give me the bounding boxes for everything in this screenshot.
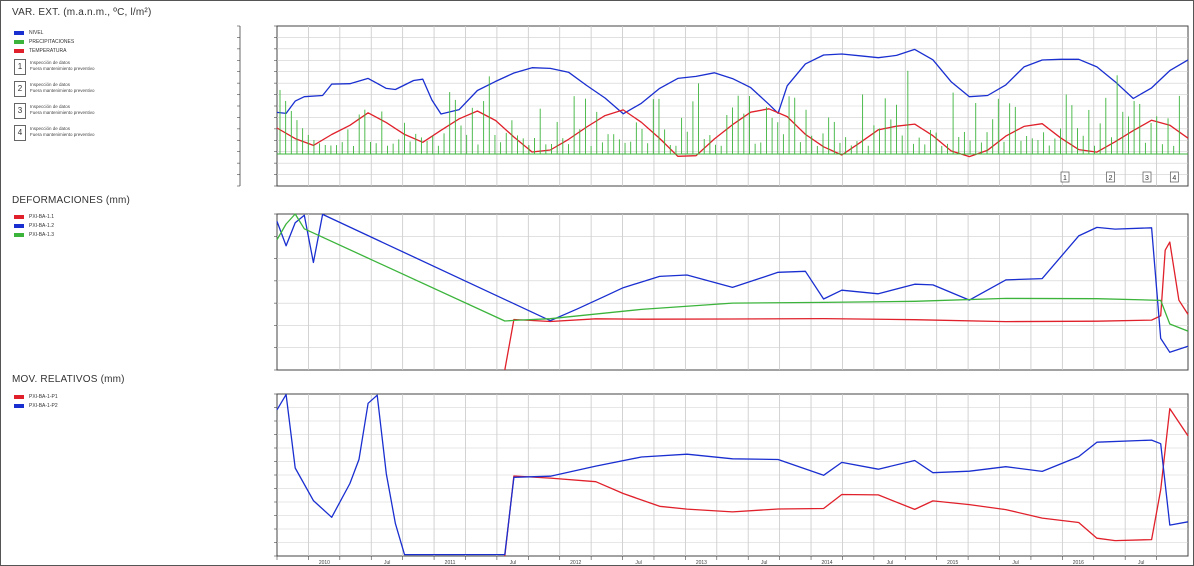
event-marker-label: 2 bbox=[1109, 175, 1113, 182]
section-title-var-ext: VAR. EXT. (m.a.n.m., ºC, l/m²) bbox=[12, 7, 152, 18]
x-tick-label: Jul bbox=[887, 560, 893, 566]
legend-swatch bbox=[14, 232, 24, 237]
legend-note: 2 Inspección de datos Fuera mantenimiento… bbox=[14, 81, 95, 99]
event-marker bbox=[1169, 171, 1179, 183]
event-marker-label: 3 bbox=[1145, 175, 1149, 182]
legend-swatch bbox=[14, 223, 24, 228]
legend-item: PXI-BA-1.3 bbox=[14, 230, 54, 239]
legend-swatch bbox=[14, 394, 24, 399]
legend-swatch bbox=[14, 30, 24, 35]
note-line: Fuera mantenimiento preventivo bbox=[30, 132, 95, 137]
legend-label: PXI-BA-1.3 bbox=[29, 231, 55, 238]
x-tick-label: Jul bbox=[761, 560, 767, 566]
note-line: Inspección de datos bbox=[30, 104, 71, 109]
event-marker bbox=[1060, 171, 1070, 183]
legend-var-ext: NIVEL PRECIPITACIONES TEMPERATURA 1 Insp… bbox=[14, 28, 95, 143]
legend-swatch bbox=[14, 403, 24, 408]
legend-item: PXI-BA-1-P1 bbox=[14, 392, 58, 401]
note-line: Fuera mantenimiento preventivo bbox=[30, 110, 95, 115]
series-line bbox=[276, 48, 1189, 115]
legend-note: 1 Inspección de datos Fuera mantenimiento… bbox=[14, 59, 95, 77]
note-line: Inspección de datos bbox=[30, 126, 71, 131]
legend-label: PXI-BA-1.2 bbox=[29, 222, 55, 229]
legend-swatch bbox=[14, 48, 24, 53]
legend-item: PXI-BA-1-P2 bbox=[14, 401, 58, 410]
legend-item: PRECIPITACIONES bbox=[14, 37, 95, 46]
series-line bbox=[504, 241, 1189, 371]
x-tick-label: 2015 bbox=[947, 560, 958, 566]
legend-label: PRECIPITACIONES bbox=[29, 38, 75, 45]
legend-label: NIVEL bbox=[29, 29, 44, 36]
x-tick-label: 2013 bbox=[696, 560, 707, 566]
note-number: 4 bbox=[14, 125, 26, 141]
note-number: 3 bbox=[14, 103, 26, 119]
legend-label: PXI-BA-1-P1 bbox=[29, 393, 58, 400]
legend-item: NIVEL bbox=[14, 28, 95, 37]
series-line bbox=[504, 407, 1189, 557]
note-line: Inspección de datos bbox=[30, 60, 71, 65]
legend-item: PXI-BA-1.1 bbox=[14, 212, 54, 221]
x-tick-label: 2011 bbox=[445, 560, 456, 566]
plot-area bbox=[276, 213, 1189, 371]
note-line: Fuera mantenimiento preventivo bbox=[30, 88, 95, 93]
legend-label: PXI-BA-1-P2 bbox=[29, 402, 58, 409]
legend-label: PXI-BA-1.1 bbox=[29, 213, 55, 220]
event-marker-label: 4 bbox=[1172, 175, 1176, 182]
x-tick-label: Jul bbox=[384, 560, 390, 566]
x-tick-label: Jul bbox=[635, 560, 641, 566]
x-tick-label: Jul bbox=[510, 560, 516, 566]
x-tick-label: 2016 bbox=[1073, 560, 1084, 566]
series-line bbox=[276, 213, 1189, 332]
event-marker bbox=[1106, 171, 1115, 183]
note-number: 1 bbox=[14, 59, 26, 75]
section-title-mov-relativos: MOV. RELATIVOS (mm) bbox=[12, 374, 125, 385]
series-line bbox=[276, 213, 1189, 353]
legend-item: PXI-BA-1.2 bbox=[14, 221, 54, 230]
note-line: Inspección de datos bbox=[30, 82, 71, 87]
x-tick-label: 2012 bbox=[570, 560, 581, 566]
event-marker-label: 1 bbox=[1063, 175, 1067, 182]
legend-swatch bbox=[14, 214, 24, 219]
event-marker bbox=[1142, 171, 1152, 183]
note-line: Fuera mantenimiento preventivo bbox=[30, 66, 95, 71]
note-number: 2 bbox=[14, 81, 26, 97]
legend-note: 3 Inspección de datos Fuera mantenimiento… bbox=[14, 103, 95, 121]
legend-item: TEMPERATURA bbox=[14, 46, 95, 55]
series-line bbox=[276, 393, 1189, 556]
x-tick-label: 2010 bbox=[319, 560, 330, 566]
x-tick-label: Jul bbox=[1012, 560, 1018, 566]
legend-note: 4 Inspección de datos Fuera mantenimiento… bbox=[14, 125, 95, 143]
legend-label: TEMPERATURA bbox=[29, 47, 67, 54]
legend-swatch bbox=[14, 39, 24, 44]
section-title-deformaciones: DEFORMACIONES (mm) bbox=[12, 195, 131, 206]
x-tick-label: 2014 bbox=[821, 560, 832, 566]
x-tick-label: Jul bbox=[1138, 560, 1144, 566]
legend-mov-relativos: PXI-BA-1-P1 PXI-BA-1-P2 bbox=[14, 392, 58, 410]
legend-deformaciones: PXI-BA-1.1 PXI-BA-1.2 PXI-BA-1.3 bbox=[14, 212, 54, 239]
